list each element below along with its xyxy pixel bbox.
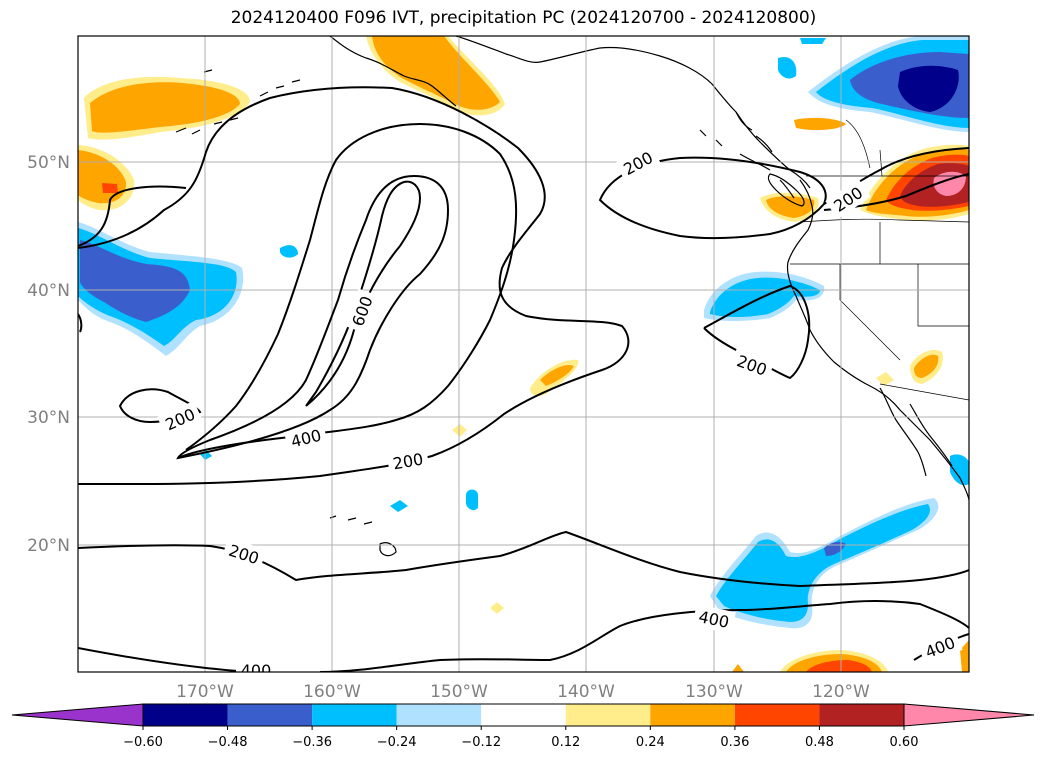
lon-label-150w: 150°W [430,682,488,702]
precip-patch-dateline-blue [280,245,298,258]
lon-label-170w: 170°W [176,682,234,702]
aleutian-islands [175,69,301,135]
colorbar-extend-high [903,703,1035,727]
baja-california [879,387,953,477]
ivt-contour-400 [176,174,450,460]
colorbar-tick-label: 0.60 [890,735,919,750]
colorbar-tick-label: −0.48 [208,735,248,750]
precip-patch-mid-orange [540,364,574,386]
lat-label-30n: 30°N [27,408,70,428]
colorbar-swatch [565,704,651,726]
ivt-contour-200-west-top [78,185,187,247]
map-frame [77,35,970,673]
lat-label-50n: 50°N [27,153,70,173]
precip-patch-se-small-orange [876,372,894,386]
precip-patch-small-blue-1 [466,489,478,511]
alaska-coastline [329,36,811,189]
colorbar-tick-label: −0.24 [377,735,417,750]
id-nv-border [879,222,969,327]
precip-patch-west-red [102,183,118,193]
longitude-labels: 170°W 160°W 150°W 140°W 130°W 120°W [176,682,870,702]
precip-patch-bottom-red [806,660,872,672]
colorbar-tick-label: −0.12 [461,735,501,750]
canada-provinces [845,119,883,177]
colorbar-swatch [650,704,735,726]
colorbar-tick-label: 0.12 [551,735,580,750]
latitude-labels: 50°N 40°N 30°N 20°N [27,153,70,556]
precip-patch-small-yellow-2 [490,602,504,614]
colorbar-swatch [143,704,228,726]
precip-patch-south-blue-mid [716,504,931,622]
colorbar-swatch [734,704,820,726]
colorbar-swatch [312,704,397,726]
precip-patch-south-blue-small [950,454,969,486]
precip-patch-se-bottom-right [960,640,969,672]
contour-label-400-sw: 400 [241,661,272,680]
precip-patch-west-blue-dark [80,240,190,322]
wa-or-border [799,218,969,223]
hawaii-islands [329,515,397,557]
colorbar-tick-label: −0.36 [292,735,332,750]
colorbar-tick-label: 0.24 [636,735,665,750]
colorbar-tick-label: 0.48 [805,735,834,750]
map-area: 200 200 600 200 400 200 200 400 400 400 … [78,36,969,680]
colorbar-tick-label: −0.60 [123,735,163,750]
map-title: 2024120400 F096 IVT, precipitation PC (2… [230,8,817,28]
precip-patch-vi-orange [766,196,815,218]
colorbar: −0.60 −0.48 −0.36 −0.24 −0.12 0.12 0.24 0.36 0.4… [11,703,1035,750]
ivt-contour-200-outer [78,86,630,485]
ivt-contour-200-small [118,388,202,424]
mexico-border [879,383,969,401]
precip-patch-ne-small-cyan [800,38,826,44]
colorbar-tick-label: 0.36 [720,735,749,750]
haida-gwaii [699,129,723,147]
colorbar-outline [142,703,905,727]
map-background [78,36,969,672]
ivt-contour-west-edge [78,313,83,333]
ivt-contour-400-outer [177,122,518,459]
precip-patch-se-orange-core [914,354,939,378]
precip-patch-bottom-small-orange [732,664,744,672]
colorbar-swatch [227,704,313,726]
precip-patch-ne-navy [898,65,959,112]
colorbar-swatch [819,704,904,726]
precip-patch-bc-orange [794,117,846,131]
precip-patch-small-blue-2 [390,500,408,512]
precip-patch-ne-small-blue [778,56,797,79]
lat-label-20n: 20°N [27,536,70,556]
lat-label-40n: 40°N [27,281,70,301]
lon-label-130w: 130°W [685,682,743,702]
lon-label-140w: 140°W [557,682,615,702]
precip-patch-goa-orange [372,36,500,110]
colorbar-extend-low [11,703,144,727]
lon-label-160w: 160°W [303,682,361,702]
precip-patch-nw-core [90,82,240,133]
colorbar-swatch [481,704,566,726]
vancouver-island [767,173,805,207]
colorbar-swatch [396,704,482,726]
lon-label-120w: 120°W [812,682,870,702]
